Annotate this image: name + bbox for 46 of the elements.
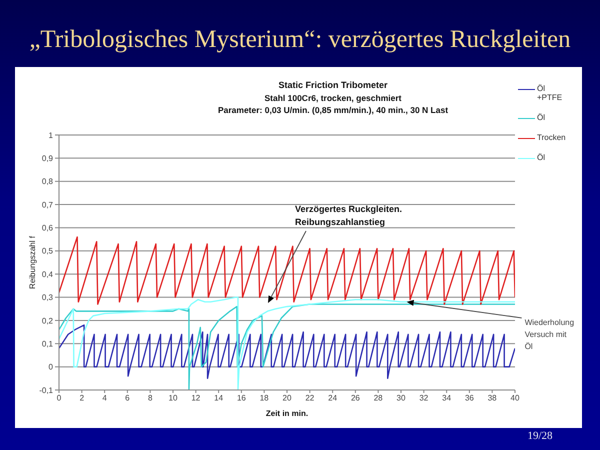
y-tick-label: 0,1 <box>42 339 54 348</box>
y-axis-title: Reibungszahl f <box>28 235 37 289</box>
x-tick-label: 20 <box>282 394 292 403</box>
x-tick-label: 8 <box>148 394 153 403</box>
legend-label: Öl <box>537 153 546 162</box>
chart-subtitle: Static Friction Tribometer Stahl 100Cr6, trocken, geschmiert Parameter: 0,03 U/min. (0,85 mm/min.), 40 min., 30 N Last <box>216 79 450 116</box>
y-tick-label: 0,4 <box>42 270 54 279</box>
x-tick-label: 22 <box>305 394 315 403</box>
y-tick-label: 0,7 <box>42 200 54 210</box>
y-tick-label: 0,5 <box>42 246 54 256</box>
x-tick-label: 30 <box>396 394 406 403</box>
y-tick-label: 1 <box>48 130 54 140</box>
x-tick-label: 10 <box>168 394 178 403</box>
x-tick-label: 36 <box>464 394 474 403</box>
x-tick-label: 40 <box>510 394 520 403</box>
x-axis-title: Zeit in min. <box>266 409 308 418</box>
x-tick-label: 28 <box>374 394 384 403</box>
x-tick-label: 16 <box>236 394 246 403</box>
legend-label: Trocken <box>537 133 567 142</box>
x-tick-label: 32 <box>419 394 429 403</box>
annotation: Wiederholung Versuch mit Öl <box>524 318 574 351</box>
line-series <box>59 324 515 380</box>
chart-title: „Tribologisches Mysterium“: verzögertes Ruckgleiten <box>28 26 572 54</box>
x-tick-label: 14 <box>214 394 224 403</box>
x-tick-label: 2 <box>80 394 85 403</box>
y-tick-label: 0,6 <box>42 224 54 233</box>
y-tick-label: -0,1 <box>39 386 54 395</box>
y-tick-label: 0,8 <box>42 177 54 186</box>
legend-label: Öl +PTFE <box>537 84 564 102</box>
y-tick-label: 0 <box>48 362 54 372</box>
x-tick-label: 6 <box>125 394 130 403</box>
x-tick-label: 12 <box>191 394 201 403</box>
x-tick-label: 38 <box>488 394 498 403</box>
text: 19/28 <box>526 430 554 442</box>
legend-label: Öl <box>537 113 546 122</box>
y-tick-label: 0,9 <box>42 154 54 164</box>
x-tick-label: 0 <box>56 394 62 403</box>
line-series <box>59 236 515 305</box>
x-tick-label: 26 <box>350 394 360 403</box>
y-tick-label: 0,3 <box>42 293 54 302</box>
x-tick-label: 4 <box>102 394 108 403</box>
y-tick-label: 0,2 <box>42 316 54 326</box>
x-tick-label: 18 <box>260 394 270 403</box>
x-tick-label: 34 <box>442 394 452 403</box>
x-tick-label: 24 <box>328 394 338 403</box>
annotation: Verzögertes Ruckgleiten. Reibungszahlanstieg <box>295 203 404 229</box>
